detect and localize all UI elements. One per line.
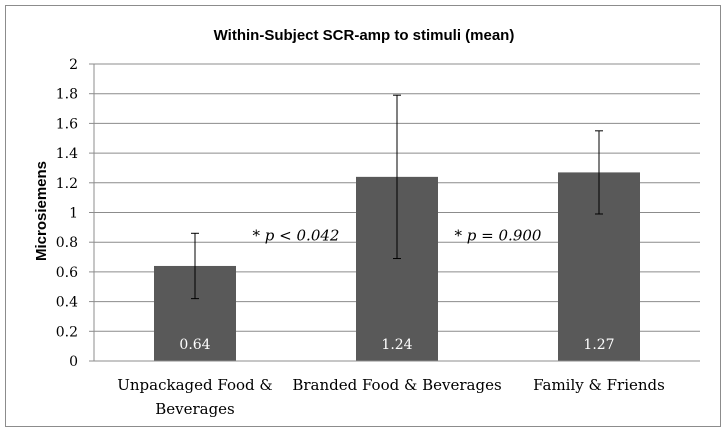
- labels: 0 0.2 0.4 0.6 0.8 1 1.2 1.4 1.6 1.8 2 0.64 Unpackage…: [56, 57, 665, 418]
- y-tick-label: 0.2: [56, 324, 78, 340]
- y-tick-label: 0.6: [56, 265, 78, 281]
- x-category-label: Unpackaged Food &: [117, 376, 273, 394]
- y-tick-label: 0: [69, 354, 78, 370]
- y-tick-label: 1.6: [56, 116, 78, 132]
- bars: [154, 94, 640, 361]
- significance-annotation: * p = 0.900: [455, 227, 542, 245]
- data-label: 1.27: [583, 337, 614, 353]
- x-category-label: Family & Friends: [533, 376, 665, 394]
- x-category-label: Branded Food & Beverages: [292, 376, 501, 394]
- y-tick-label: 1.2: [56, 176, 78, 192]
- axes: [89, 63, 700, 362]
- y-tick-label: 0.4: [56, 295, 78, 311]
- y-axis-label: Microsiemens: [33, 161, 50, 261]
- chart-title: Within-Subject SCR-amp to stimuli (mean): [214, 27, 515, 44]
- y-tick-label: 1.4: [56, 146, 78, 162]
- data-label: 1.24: [381, 337, 412, 353]
- y-tick-label: 2: [69, 57, 78, 73]
- data-label: 0.64: [179, 337, 210, 353]
- x-category-label: Beverages: [155, 400, 235, 418]
- y-tick-label: 1.8: [56, 87, 78, 103]
- significance-annotation: * p < 0.042: [253, 227, 340, 245]
- y-tick-label: 0.8: [56, 235, 78, 251]
- y-tick-label: 1: [69, 206, 78, 222]
